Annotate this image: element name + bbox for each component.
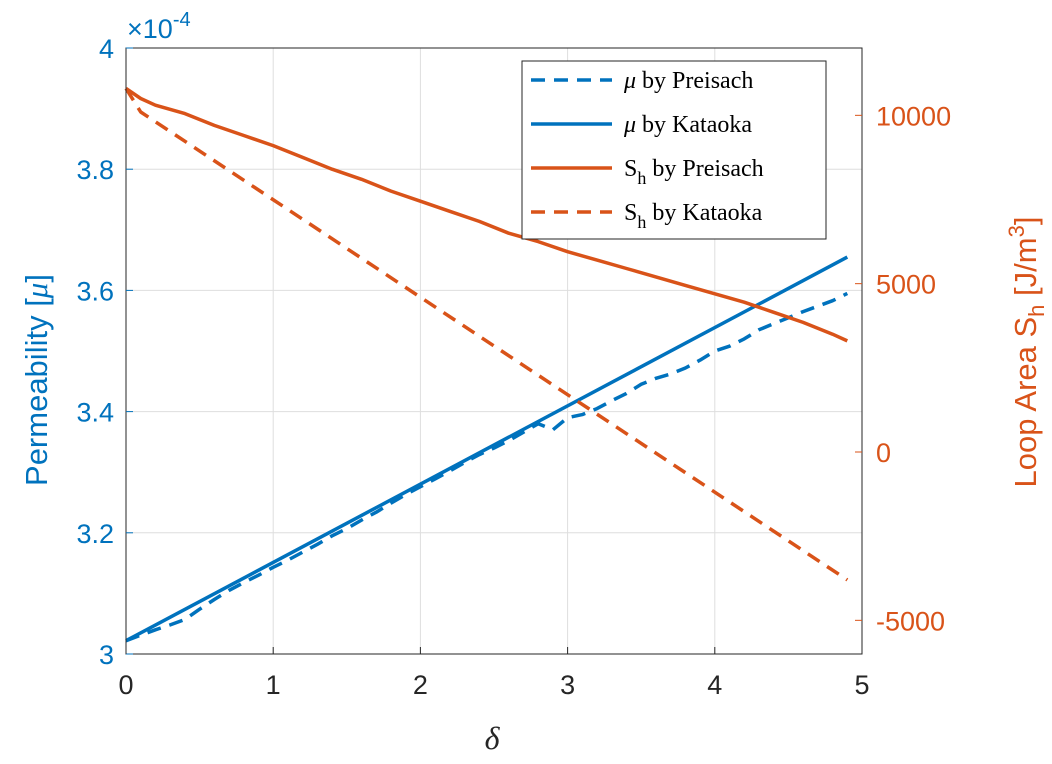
left-tick-label: 3 [99, 640, 114, 670]
legend-label: Sh by Kataoka [624, 200, 763, 232]
x-tick-label: 1 [266, 670, 281, 700]
multiplier-base: ×10 [127, 14, 173, 44]
left-axis-ticks: 3 3.2 3.4 3.6 3.8 4 [76, 34, 133, 670]
x-tick-label: 3 [560, 670, 575, 700]
series-line [125, 86, 849, 343]
series-line [124, 87, 849, 582]
left-tick-label: 3.2 [76, 519, 114, 549]
right-axis-label: Loop Area Sh [J/m3] [1004, 217, 1049, 488]
legend-label: μ by Preisach [623, 68, 753, 94]
right-axis-ticks: -5000 0 5000 10000 [855, 101, 951, 636]
x-axis-label: δ [485, 720, 501, 756]
series-line [125, 291, 849, 643]
left-axis-multiplier: ×10-4 [127, 9, 191, 44]
left-tick-label: 3.8 [76, 155, 114, 185]
right-tick-label: -5000 [876, 606, 945, 636]
right-tick-label: 10000 [876, 101, 951, 131]
right-tick-label: 5000 [876, 270, 936, 300]
multiplier-exponent: -4 [173, 9, 191, 31]
x-tick-label: 0 [118, 670, 133, 700]
left-axis-label: Permeability [μ] [19, 274, 54, 486]
legend-label: Sh by Preisach [624, 156, 764, 188]
x-tick-label: 4 [707, 670, 722, 700]
x-tick-label: 2 [413, 670, 428, 700]
legend-box [521, 60, 827, 240]
x-axis-ticks: 0 1 2 3 4 5 [118, 647, 870, 700]
left-tick-label: 3.6 [76, 276, 114, 306]
axes-frame [125, 47, 863, 655]
legend: μ by Preisach μ by Kataoka Sh by Preisach S… [521, 60, 827, 240]
left-tick-label: 3.4 [76, 398, 114, 428]
right-tick-label: 0 [876, 438, 891, 468]
legend-label: μ by Kataoka [623, 112, 752, 138]
series-lines [124, 86, 849, 643]
left-tick-label: 4 [99, 34, 114, 64]
x-tick-label: 5 [854, 670, 869, 700]
series-line [125, 255, 849, 643]
